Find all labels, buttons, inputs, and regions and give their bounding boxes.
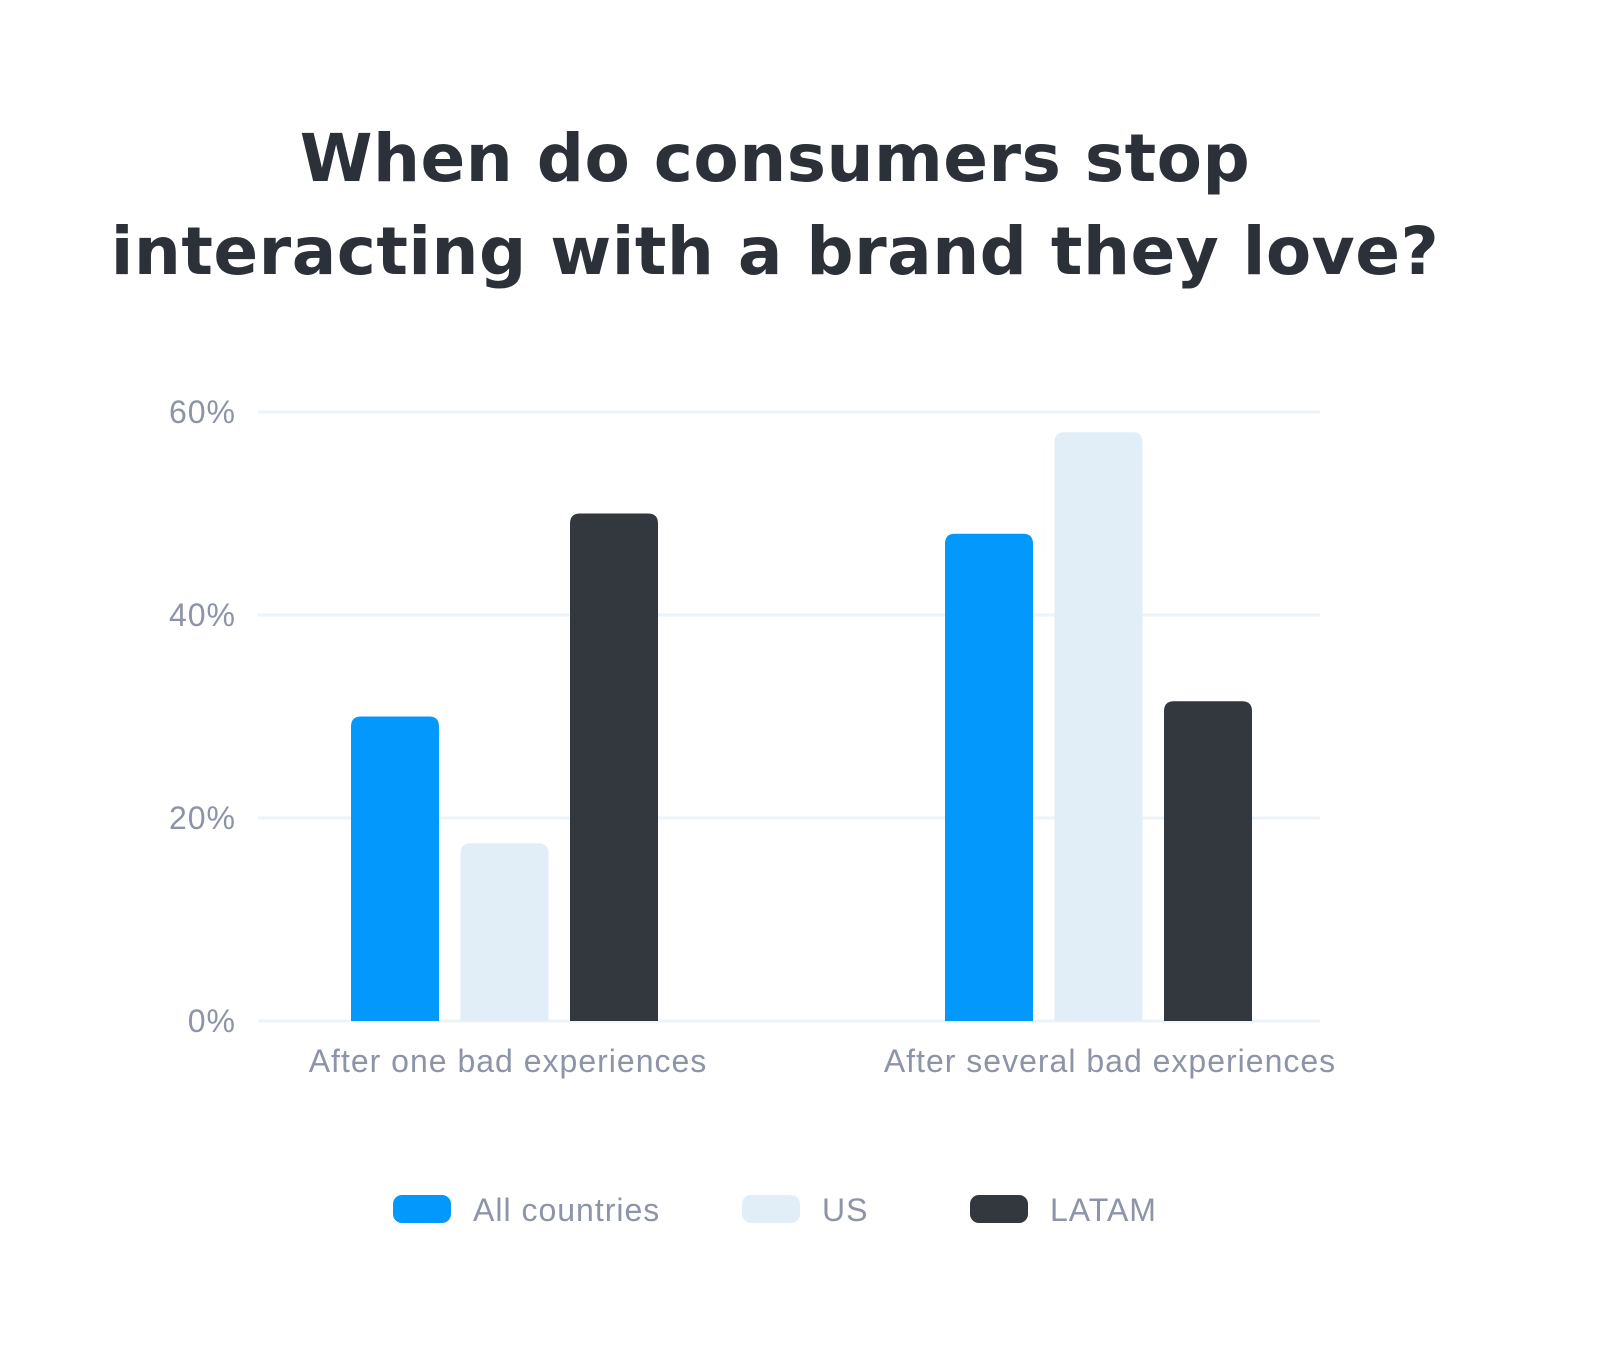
bar-us-2 <box>1054 432 1143 1021</box>
x-category-label: After several bad experiences <box>884 1043 1336 1079</box>
y-tick-label: 60% <box>169 394 236 430</box>
chart-title-line-2: interacting with a brand they love? <box>110 213 1440 290</box>
chart-title-line-1: When do consumers stop <box>299 120 1251 197</box>
chart-title: When do consumers stop interacting with … <box>0 112 1550 298</box>
legend-swatch <box>393 1195 451 1223</box>
legend-label: LATAM <box>1050 1192 1157 1228</box>
bar-all-countries-2 <box>945 533 1033 1021</box>
legend: All countries US LATAM <box>393 1192 1157 1228</box>
legend-item-latam: LATAM <box>970 1192 1157 1228</box>
legend-label: US <box>822 1192 868 1228</box>
bars <box>351 432 1252 1021</box>
bar-latam-2 <box>1164 701 1252 1021</box>
legend-swatch <box>742 1195 800 1223</box>
y-tick-label: 0% <box>188 1003 236 1039</box>
y-axis-ticks: 0% 20% 40% 60% <box>169 394 236 1039</box>
bar-all-countries-1 <box>351 716 439 1021</box>
legend-swatch <box>970 1195 1028 1223</box>
legend-item-all-countries: All countries <box>393 1192 660 1228</box>
x-axis-labels: After one bad experiences After several b… <box>309 1043 1336 1079</box>
bar-latam-1 <box>570 513 658 1021</box>
legend-item-us: US <box>742 1192 868 1228</box>
y-tick-label: 20% <box>169 800 236 836</box>
x-category-label: After one bad experiences <box>309 1043 708 1079</box>
legend-label: All countries <box>473 1192 660 1228</box>
y-tick-label: 40% <box>169 597 236 633</box>
bar-us-1 <box>460 843 549 1021</box>
